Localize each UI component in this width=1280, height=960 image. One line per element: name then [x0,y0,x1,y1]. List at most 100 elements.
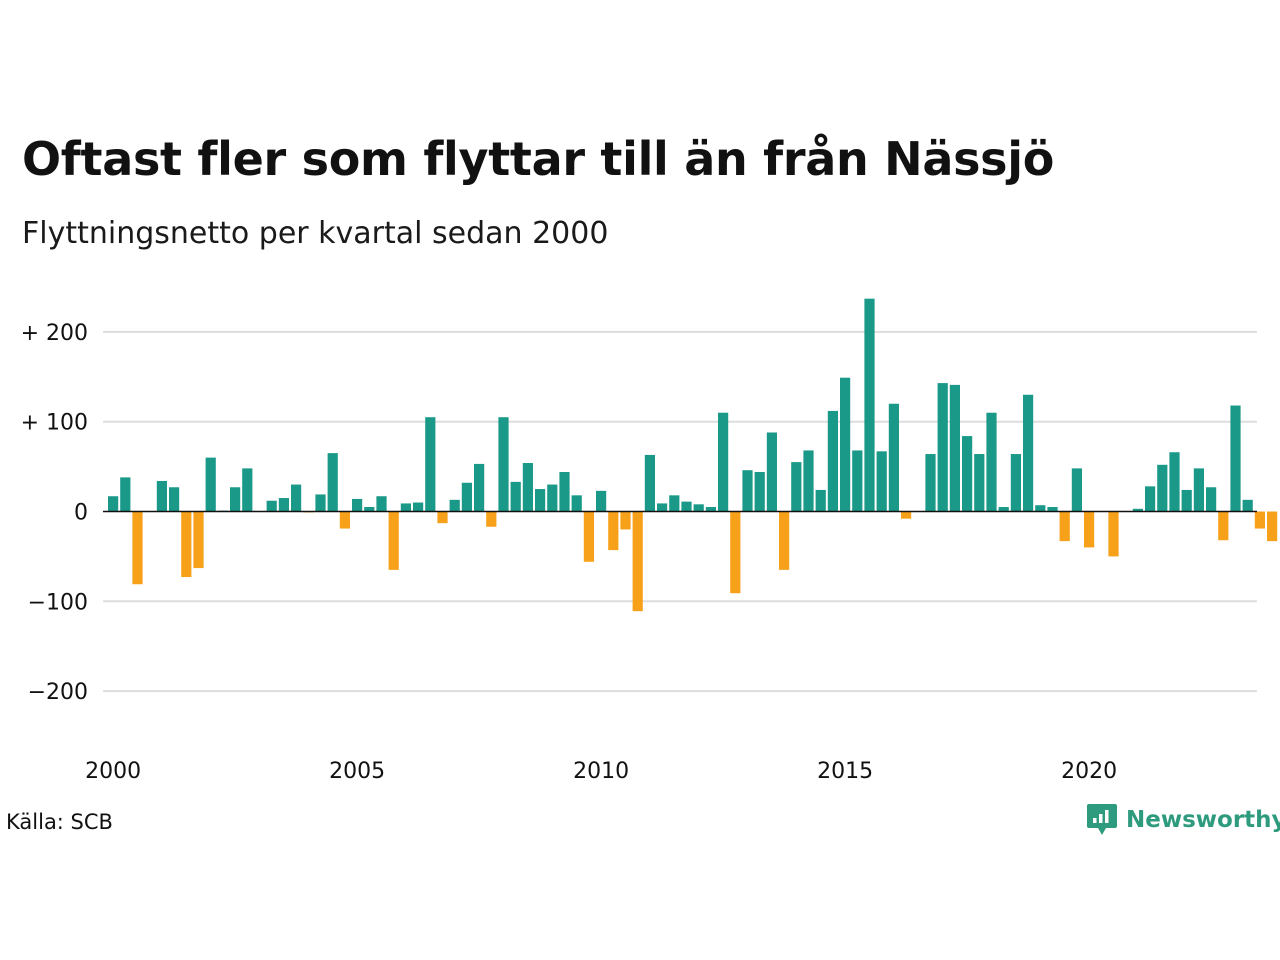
bar-2023K1 [1230,405,1241,512]
bar-2003K3 [278,498,289,512]
bar-2018K3 [1010,454,1021,512]
bar-2007K3 [474,463,485,512]
bar-2018K1 [986,412,997,512]
bar-2010K3 [620,511,631,530]
bar-2001K1 [156,480,167,512]
bar-2000K1 [108,496,119,512]
bar-2019K1 [1035,505,1046,512]
bar-2007K1 [449,499,460,512]
bar-2016K2 [901,511,912,519]
bar-2010K2 [608,511,619,551]
y-tick-label: −200 [28,680,88,705]
bar-2021K1 [1132,508,1143,512]
bar-2010K1 [596,490,607,512]
bar-2019K4 [1071,468,1082,512]
bar-2005K1 [352,498,363,512]
y-tick-label: −100 [28,590,88,615]
chart-subtitle: Flyttningsnetto per kvartal sedan 2000 [22,216,609,251]
bar-2007K2 [461,482,472,512]
bar-2013K3 [766,432,777,512]
bar-2015K3 [864,298,875,512]
bar-2023K4 [1267,511,1278,542]
bar-2014K4 [827,410,838,512]
bar-2001K3 [181,511,192,578]
source-note: Källa: SCB [6,810,113,834]
bar-2006K1 [400,503,411,512]
bar-2008K1 [498,417,509,512]
bar-2017K1 [937,383,948,512]
bar-2014K1 [791,462,802,512]
y-tick-label: + 200 [21,321,88,346]
bar-2023K3 [1254,511,1265,529]
bar-2011K3 [669,495,680,512]
bar-2022K4 [1218,511,1229,541]
bar-2023K2 [1242,499,1253,512]
bar-2012K3 [718,412,729,512]
bar-2012K4 [730,511,741,594]
bar-2005K2 [364,507,375,512]
bar-2010K4 [632,511,643,612]
bar-2022K2 [1193,468,1204,512]
bar-2012K2 [705,507,716,512]
bar-2006K2 [413,502,424,512]
bar-2015K2 [852,450,863,512]
brand-name: Newsworthy [1126,807,1280,833]
bar-2000K3 [132,511,143,585]
bar-2002K1 [205,457,216,512]
bar-2022K1 [1181,489,1192,512]
y-tick-label: + 100 [21,411,88,436]
bar-2017K4 [974,454,985,512]
bar-2019K2 [1047,507,1058,512]
bar-2011K1 [644,454,655,512]
bar-2013K4 [779,511,790,570]
bar-2011K2 [657,503,668,512]
bar-2009K1 [547,484,558,512]
bar-2002K3 [230,487,241,512]
bar-2004K2 [315,494,326,512]
bar-2017K3 [962,436,973,512]
x-tick-label: 2015 [817,759,873,784]
bar-2015K1 [840,377,851,512]
bar-2005K4 [388,511,399,570]
bar-2003K4 [291,484,302,512]
bar-2006K4 [437,511,448,524]
bar-2008K4 [535,489,546,512]
bar-2021K4 [1169,452,1180,512]
bar-2007K4 [486,511,497,527]
x-tick-label: 2020 [1061,759,1117,784]
bar-2009K2 [559,471,570,512]
bar-2004K4 [339,511,350,529]
bar-2019K3 [1059,511,1070,542]
bar-2000K2 [120,477,131,512]
bar-2004K3 [327,453,338,512]
bar-2016K4 [925,454,936,512]
bar-2001K4 [193,511,204,569]
bar-2022K3 [1206,487,1217,512]
bar-2013K1 [742,470,753,512]
bar-2020K3 [1108,511,1119,557]
bar-2014K2 [803,450,814,512]
bar-2018K2 [998,507,1009,512]
bar-2008K2 [510,481,521,512]
brand-logo: Newsworthy [1086,802,1280,838]
x-tick-label: 2005 [329,759,385,784]
x-tick-label: 2000 [85,759,141,784]
bar-2016K1 [888,403,899,512]
newsworthy-logo-icon [1087,804,1117,835]
chart-title: Oftast fler som flyttar till än från Näs… [22,132,1055,186]
bar-2008K3 [522,463,533,512]
bar-2014K3 [815,489,826,512]
bar-2015K4 [876,451,887,512]
bar-2018K4 [1023,394,1034,512]
bar-2020K1 [1084,511,1095,548]
bar-2021K2 [1145,486,1156,512]
bar-2001K2 [169,487,180,512]
bar-2017K2 [949,384,960,512]
x-tick-label: 2010 [573,759,629,784]
bar-2002K4 [242,468,253,512]
bar-2013K2 [754,471,765,512]
grid-lines [103,330,1257,693]
bar-2011K4 [681,501,692,512]
bar-2005K3 [376,496,387,512]
